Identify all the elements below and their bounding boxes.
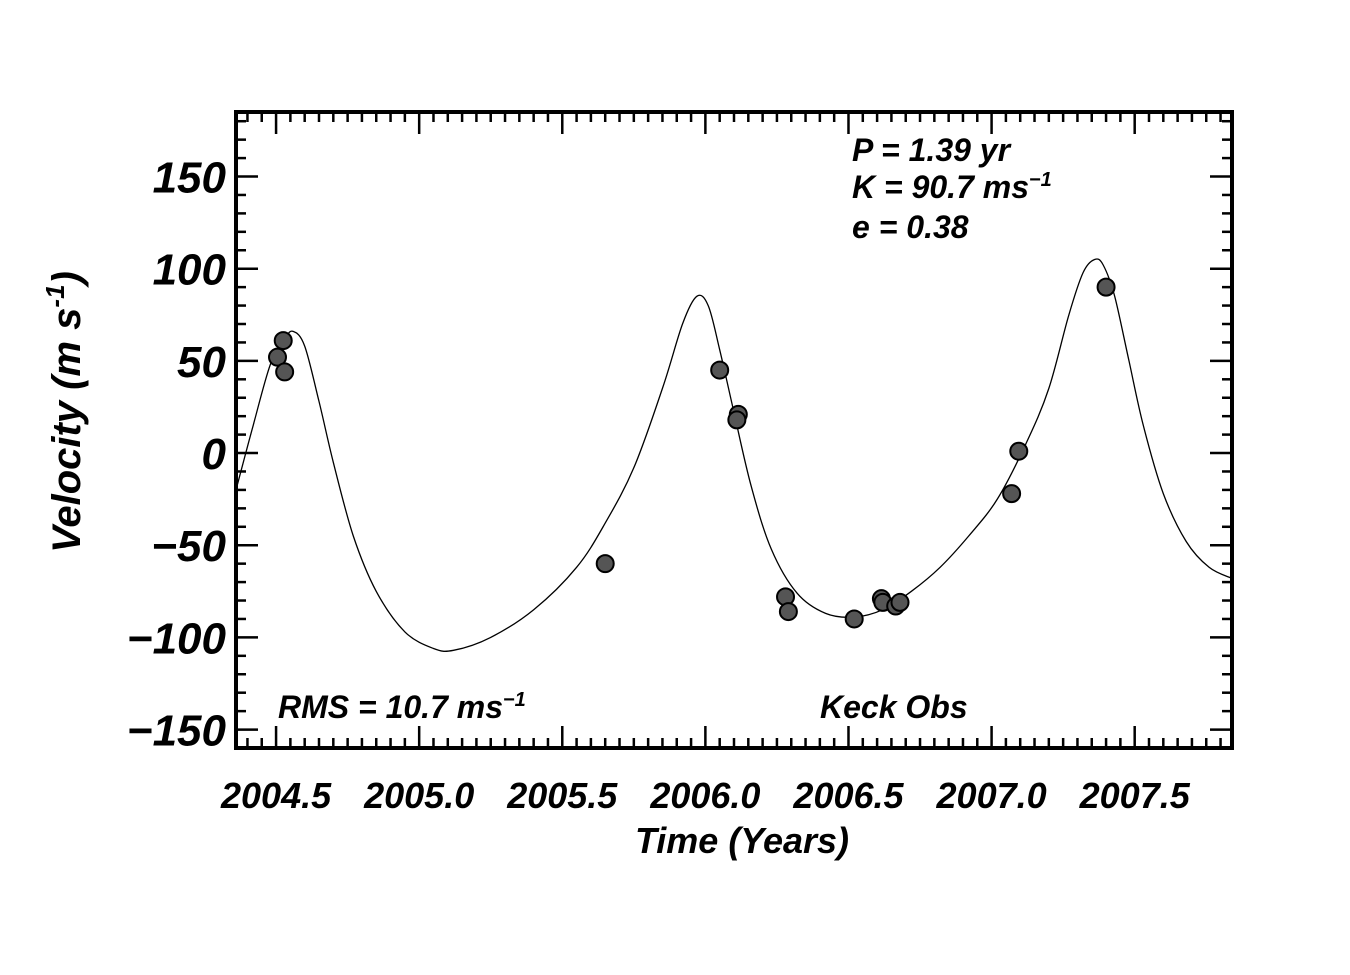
y-tick-label: 100 xyxy=(153,246,227,295)
data-point xyxy=(1009,441,1029,461)
data-point xyxy=(890,592,910,612)
data-point xyxy=(1096,277,1116,297)
plot-background xyxy=(236,112,1232,748)
x-axis-label: Time (Years) xyxy=(635,820,849,861)
data-points xyxy=(268,277,1116,629)
data-point xyxy=(273,331,293,351)
data-point xyxy=(778,602,798,622)
plot-frame xyxy=(234,110,1234,750)
y-tick-label: −100 xyxy=(127,614,227,663)
eccentricity-annotation: e = 0.38 xyxy=(852,209,969,245)
x-tick-label: 2006.0 xyxy=(649,775,760,816)
y-tick-labels: −150 −100 −50 0 50 100 150 xyxy=(127,154,227,756)
amplitude-annotation: K = 90.7 ms−1 xyxy=(852,169,1052,205)
y-tick-label: −50 xyxy=(151,522,226,571)
period-annotation: P = 1.39 yr xyxy=(852,132,1012,168)
data-point xyxy=(844,609,864,629)
data-point xyxy=(1002,484,1022,504)
x-tick-label: 2005.5 xyxy=(506,775,618,816)
data-point xyxy=(275,362,295,382)
y-tick-label: 0 xyxy=(202,430,227,479)
x-tick-label: 2004.5 xyxy=(220,775,332,816)
x-tick-labels: 2004.5 2005.0 2005.5 2006.0 2006.5 2007.0 2007… xyxy=(220,775,1191,816)
data-point xyxy=(727,410,747,430)
data-point xyxy=(595,554,615,574)
y-tick-label: 50 xyxy=(177,338,226,387)
rms-annotation: RMS = 10.7 ms−1 xyxy=(278,689,526,725)
x-tick-label: 2005.0 xyxy=(363,775,474,816)
x-tick-label: 2006.5 xyxy=(792,775,904,816)
observatory-annotation: Keck Obs xyxy=(820,689,968,725)
y-tick-label: 150 xyxy=(153,154,227,203)
y-axis-label: Velocity (m s-1) xyxy=(40,271,89,553)
y-tick-label: −150 xyxy=(127,707,227,756)
x-tick-label: 2007.0 xyxy=(936,775,1047,816)
x-tick-label: 2007.5 xyxy=(1079,775,1191,816)
data-point xyxy=(710,360,730,380)
